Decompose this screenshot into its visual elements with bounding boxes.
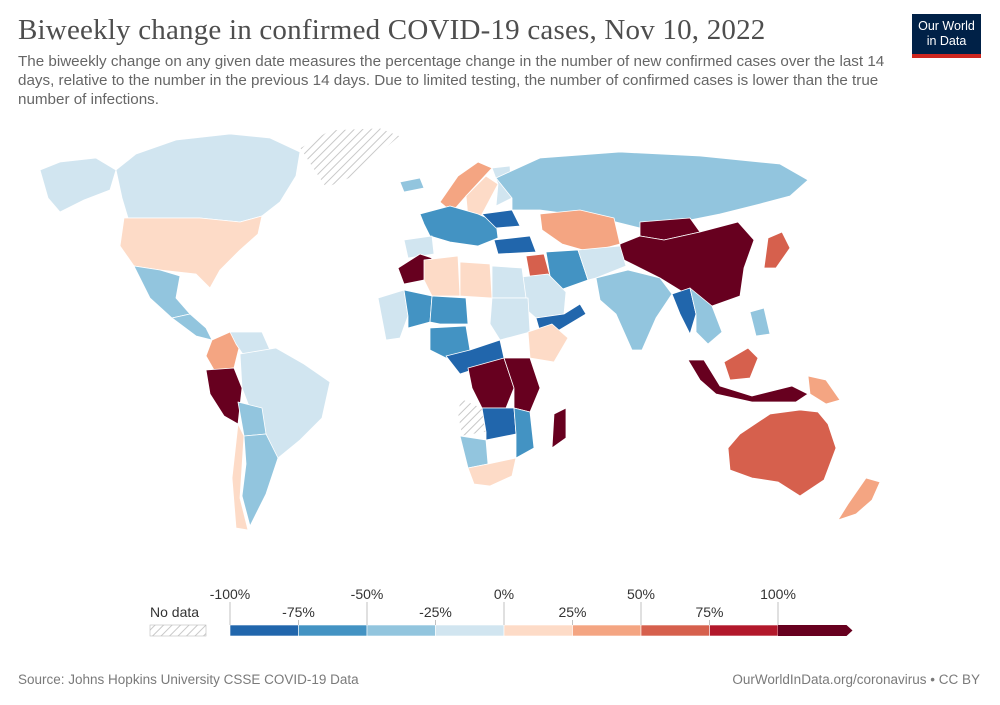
legend-tick-label: -25% xyxy=(419,604,452,620)
region-myanmar[interactable] xyxy=(671,287,697,335)
legend-bin xyxy=(778,625,853,636)
legend-tick-label: 0% xyxy=(494,586,514,602)
page-subtitle: The biweekly change on any given date me… xyxy=(18,53,885,108)
region-ethiopia[interactable] xyxy=(527,323,569,363)
region-iran[interactable] xyxy=(545,249,589,291)
region-namibia[interactable] xyxy=(459,435,489,469)
region-west-africa[interactable] xyxy=(377,289,409,341)
legend-bin xyxy=(709,624,779,637)
region-central-asia[interactable] xyxy=(577,245,627,281)
logo-line-2: in Data xyxy=(926,34,967,48)
legend-tick-label: -50% xyxy=(351,586,384,602)
region-ukraine[interactable] xyxy=(481,209,521,229)
legend-tick-label: -75% xyxy=(282,604,315,620)
world-map[interactable] xyxy=(0,118,1000,538)
region-japan[interactable] xyxy=(763,231,791,269)
legend-tick-label: -100% xyxy=(210,586,250,602)
logo-line-1: Our World xyxy=(918,19,975,33)
region-egypt[interactable] xyxy=(491,265,527,299)
legend-bin xyxy=(229,624,299,637)
region-mali[interactable] xyxy=(403,289,433,329)
region-angola[interactable] xyxy=(457,397,487,437)
region-south-africa[interactable] xyxy=(467,457,517,487)
legend-tick-label: 25% xyxy=(558,604,586,620)
region-china[interactable] xyxy=(619,221,755,307)
region-niger[interactable] xyxy=(429,295,469,325)
no-data-swatch xyxy=(149,624,207,637)
legend-bin xyxy=(298,624,368,637)
region-central-america[interactable] xyxy=(171,313,213,341)
no-data-label: No data xyxy=(150,604,199,620)
region-new-zealand[interactable] xyxy=(837,477,881,521)
region-india[interactable] xyxy=(595,269,673,351)
source-note: Source: Johns Hopkins University CSSE CO… xyxy=(18,672,359,687)
region-kazakhstan[interactable] xyxy=(539,209,621,253)
region-greenland[interactable] xyxy=(299,127,401,189)
region-australia[interactable] xyxy=(727,409,837,497)
region-canada[interactable] xyxy=(115,133,301,223)
legend-tick-label: 75% xyxy=(695,604,723,620)
region-papua-new-guinea[interactable] xyxy=(807,375,841,405)
region-argentina[interactable] xyxy=(241,433,279,527)
region-philippines[interactable] xyxy=(749,307,771,337)
region-libya[interactable] xyxy=(459,261,493,299)
region-turkey[interactable] xyxy=(493,235,537,255)
region-mexico[interactable] xyxy=(133,265,191,319)
region-algeria[interactable] xyxy=(423,255,461,297)
region-sudan[interactable] xyxy=(489,297,531,341)
region-mozambique[interactable] xyxy=(513,407,535,459)
region-spain[interactable] xyxy=(403,235,435,259)
legend-tick-label: 100% xyxy=(760,586,796,602)
page-title: Biweekly change in confirmed COVID-19 ca… xyxy=(18,14,766,46)
region-russia[interactable] xyxy=(495,151,809,229)
region-zambia[interactable] xyxy=(481,407,517,441)
region-alaska[interactable] xyxy=(39,157,117,213)
legend-bin xyxy=(503,624,573,637)
region-western-europe[interactable] xyxy=(419,205,499,247)
region-borneo[interactable] xyxy=(723,347,759,381)
region-madagascar[interactable] xyxy=(551,407,567,449)
color-legend: No data -100% -50% 0% 50% 100% -75% -25% 25% 75% xyxy=(149,586,853,637)
credit-link[interactable]: OurWorldInData.org/coronavirus • CC BY xyxy=(732,672,980,687)
region-southeast-asia[interactable] xyxy=(689,287,723,345)
legend-tick-label: 50% xyxy=(627,586,655,602)
legend-bin xyxy=(366,624,436,637)
region-indonesia[interactable] xyxy=(687,359,809,403)
legend-bin xyxy=(640,624,710,637)
region-peru[interactable] xyxy=(205,367,243,425)
region-iceland[interactable] xyxy=(399,177,425,193)
legend-bin xyxy=(572,624,642,637)
legend-bin xyxy=(435,624,505,637)
owid-logo[interactable]: Our World in Data xyxy=(912,14,981,58)
